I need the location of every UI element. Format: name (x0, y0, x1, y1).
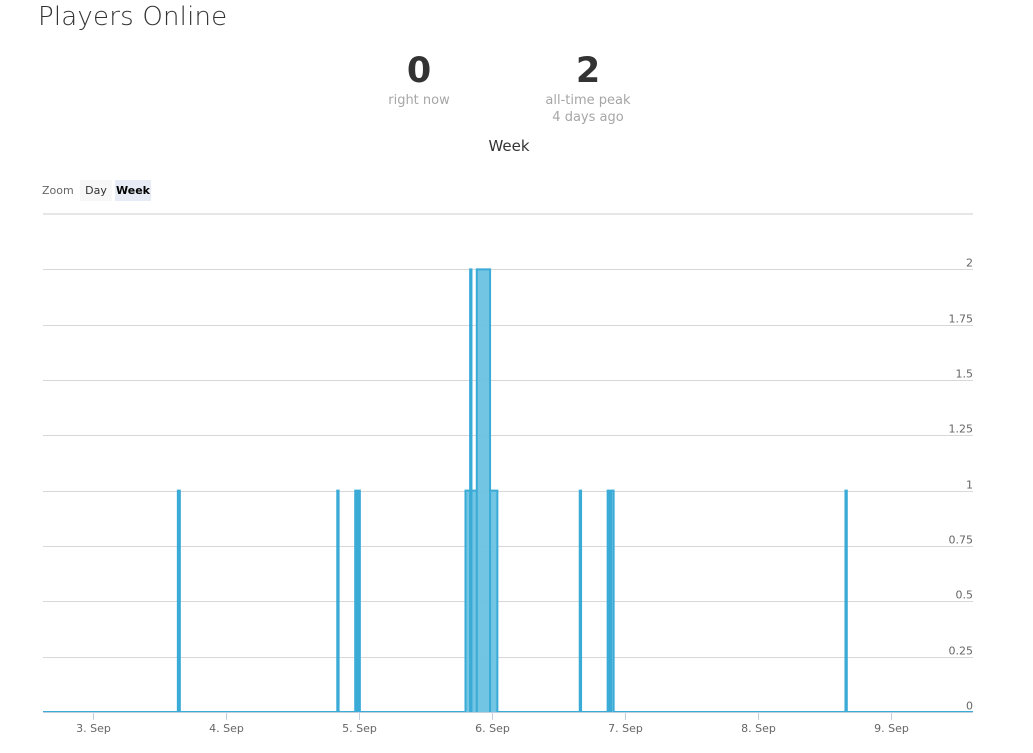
y-tick-label: 1 (966, 479, 973, 492)
series-area (43, 268, 973, 713)
data-segment (465, 491, 470, 712)
data-segment (470, 269, 471, 712)
x-tick-label: 9. Sep (874, 722, 909, 735)
axes: 0 0.25 0.5 0.75 1 1.25 1.5 1.75 2 3. Sep 4. Sep 5. … (43, 257, 974, 735)
zoom-button-day-label[interactable]: Day (85, 184, 107, 197)
series-fill (43, 269, 973, 712)
x-tick-label: 6. Sep (475, 722, 510, 735)
x-tick-label: 7. Sep (608, 722, 643, 735)
zoom-button-day[interactable]: Day (80, 180, 112, 201)
x-tick-label: 8. Sep (741, 722, 776, 735)
data-segment (608, 491, 610, 712)
grid-lines (43, 213, 973, 658)
y-tick-label: 0 (966, 700, 973, 713)
x-tick-label: 3. Sep (76, 722, 111, 735)
data-segment (845, 491, 846, 712)
data-segment (178, 491, 180, 712)
zoom-button-week-bg[interactable] (115, 180, 151, 201)
data-segment (490, 491, 497, 712)
chart-title: Week (488, 137, 529, 155)
stat-peak-time: 4 days ago (552, 110, 624, 125)
data-segment (611, 491, 614, 712)
stat-right-now-value: 0 (406, 51, 432, 91)
data-segment (355, 491, 356, 712)
data-segment (477, 269, 490, 712)
y-tick-label: 1.25 (949, 423, 974, 436)
x-tick-label: 5. Sep (342, 722, 377, 735)
x-tick-label: 4. Sep (209, 722, 244, 735)
zoom-label: Zoom (42, 184, 74, 197)
y-tick-label: 0.5 (956, 589, 974, 602)
zoom-selector: Zoom Day Week (42, 180, 151, 201)
zoom-button-week-label[interactable]: Week (116, 184, 151, 197)
stat-right-now: 0 right now (339, 50, 499, 109)
series-line (43, 268, 973, 713)
stat-peak-value: 2 (575, 51, 601, 91)
data-segment (471, 491, 476, 712)
data-segment (337, 491, 338, 712)
y-tick-label: 1.5 (956, 368, 974, 381)
y-tick-label: 1.75 (949, 313, 974, 326)
y-tick-label: 0.25 (949, 645, 974, 658)
data-segment (580, 491, 581, 712)
stat-right-now-label: right now (388, 93, 450, 108)
page-title: Players Online (38, 2, 228, 32)
zoom-button-day-bg[interactable] (80, 180, 112, 201)
stat-peak-label: all-time peak (545, 93, 631, 108)
stat-peak: 2 all-time peak 4 days ago (508, 50, 668, 126)
zoom-button-week[interactable]: Week (115, 180, 151, 201)
data-segment (359, 491, 360, 712)
y-tick-label: 2 (966, 257, 973, 270)
y-tick-label: 0.75 (949, 534, 974, 547)
